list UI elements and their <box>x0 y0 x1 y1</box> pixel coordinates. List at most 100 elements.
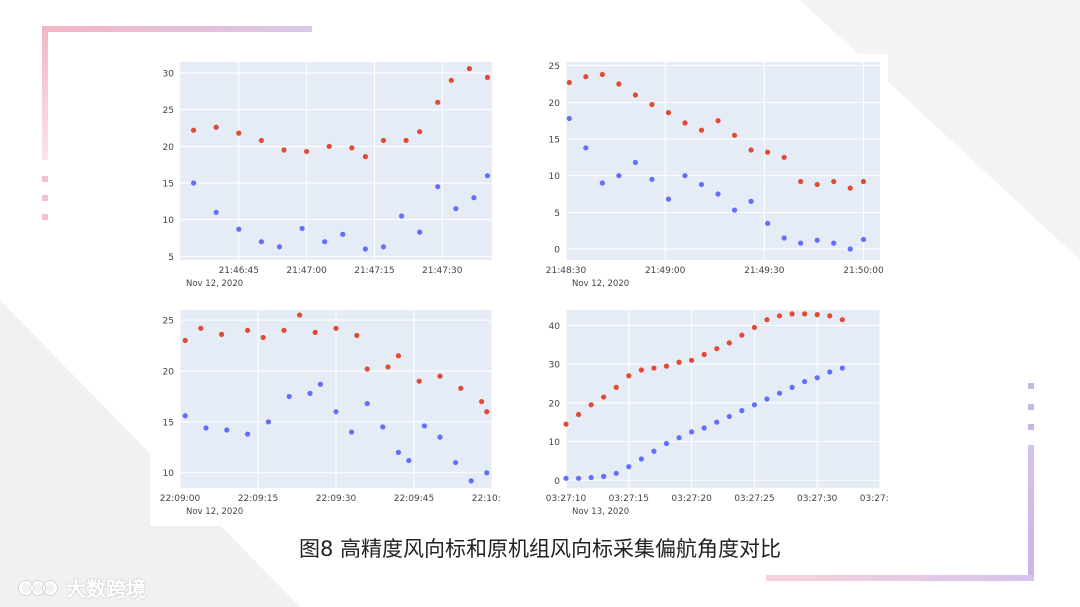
chart-bottom-left: 10 15 20 25 22:09:00 22:09:15 22:09:30 22:09:45… <box>150 302 512 526</box>
x-tick-label: 21:46:45 <box>219 266 259 276</box>
x-tick-label: 03:27:25 <box>734 494 774 504</box>
data-point-red <box>479 398 485 405</box>
x-tick-label: 22:09:30 <box>316 494 357 504</box>
data-point-red <box>649 101 655 108</box>
y-tick-label: 25 <box>163 317 174 327</box>
data-point-red <box>245 327 251 333</box>
data-point-blue <box>802 378 808 385</box>
data-point-red <box>739 332 745 338</box>
data-point-blue <box>213 209 219 215</box>
y-tick-label: 15 <box>549 136 560 146</box>
y-tick-label: 10 <box>549 172 561 182</box>
data-point-red <box>776 313 783 319</box>
data-point-red <box>312 329 318 335</box>
x-tick-label: 03:27:10 <box>546 494 587 504</box>
data-point-red <box>281 327 287 333</box>
data-point-red <box>583 74 589 80</box>
data-point-blue <box>276 244 283 250</box>
data-point-red <box>626 373 632 379</box>
x-tick-label: 22:09:15 <box>238 494 278 504</box>
data-point-blue <box>364 400 370 407</box>
x-tick-label: 21:50:00 <box>843 266 884 276</box>
data-point-red <box>566 79 572 86</box>
decor-bottom-line <box>766 575 1034 581</box>
x-date-label: Nov 12, 2020 <box>186 507 243 517</box>
decor-dot <box>42 176 48 182</box>
data-point-blue <box>265 419 271 425</box>
data-point-red <box>458 385 464 391</box>
data-point-red <box>689 357 695 363</box>
data-point-red <box>435 99 441 105</box>
x-tick-label: 22:10:00 <box>472 494 500 504</box>
data-point-red <box>575 411 582 418</box>
data-point-blue <box>765 220 771 226</box>
data-point-blue <box>566 115 572 122</box>
brand-logo-text: 大数跨境 <box>66 577 146 601</box>
data-point-blue <box>453 459 459 466</box>
data-point-red <box>601 394 607 400</box>
data-point-blue <box>831 240 837 246</box>
x-tick-label: 03:27:30 <box>797 494 838 504</box>
data-point-blue <box>317 381 323 387</box>
data-point-red <box>484 74 491 80</box>
x-tick-label: 21:49:00 <box>645 266 686 276</box>
x-tick-label: 21:47:30 <box>422 266 463 276</box>
data-point-red <box>437 373 443 379</box>
data-point-blue <box>224 427 230 433</box>
data-point-red <box>814 181 820 188</box>
data-point-red <box>839 317 845 323</box>
data-point-blue <box>739 408 745 414</box>
data-point-red <box>765 149 771 155</box>
data-point-blue <box>798 240 804 246</box>
y-tick-label: 0 <box>554 246 560 256</box>
data-point-red <box>847 185 853 191</box>
data-point-red <box>663 363 670 369</box>
data-point-red <box>416 378 422 384</box>
data-point-red <box>364 366 370 372</box>
chart-svg: 0 10 20 30 40 03:27:10 03:27:15 03:27:20 03:27:2… <box>546 310 900 517</box>
data-point-red <box>563 421 569 427</box>
data-point-red <box>781 154 787 160</box>
data-point-blue <box>751 402 757 408</box>
data-point-blue <box>190 180 197 186</box>
chart-bottom-right: 0 10 20 30 40 03:27:10 03:27:15 03:27:20 03:27:2… <box>536 302 900 526</box>
data-point-red <box>198 325 204 331</box>
data-point-red <box>802 311 808 317</box>
decor-dot <box>1028 424 1034 430</box>
data-point-red <box>616 81 622 87</box>
data-point-red <box>701 351 707 358</box>
data-point-red <box>676 359 682 365</box>
data-point-red <box>333 325 339 331</box>
data-point-blue <box>307 390 313 397</box>
y-tick-label: 10 <box>163 469 175 479</box>
brand-logo-icon <box>18 579 58 596</box>
x-date-label: Nov 12, 2020 <box>186 279 243 289</box>
data-point-blue <box>575 475 582 481</box>
data-point-red <box>349 145 355 151</box>
data-point-blue <box>847 246 853 252</box>
data-point-blue <box>299 225 305 232</box>
data-point-red <box>588 402 594 408</box>
data-point-red <box>798 178 804 185</box>
decor-dot <box>1028 383 1034 389</box>
data-point-blue <box>789 384 795 390</box>
y-tick-label: 25 <box>163 106 174 116</box>
data-point-blue <box>701 425 707 431</box>
data-point-blue <box>814 375 820 381</box>
data-point-red <box>748 147 754 153</box>
data-point-red <box>362 154 368 160</box>
x-date-label: Nov 13, 2020 <box>572 507 629 517</box>
decor-left-line <box>42 26 48 160</box>
data-point-red <box>395 353 401 359</box>
data-point-blue <box>731 207 738 213</box>
data-point-red <box>651 365 657 371</box>
data-point-blue <box>340 231 346 237</box>
data-point-blue <box>563 475 569 481</box>
x-tick-label: 03:27:20 <box>671 494 712 504</box>
data-point-blue <box>781 235 787 241</box>
data-point-red <box>613 384 619 390</box>
data-point-red <box>632 92 639 98</box>
x-tick-label: 21:49:30 <box>744 266 785 276</box>
data-point-red <box>354 332 360 339</box>
data-point-red <box>297 312 303 318</box>
